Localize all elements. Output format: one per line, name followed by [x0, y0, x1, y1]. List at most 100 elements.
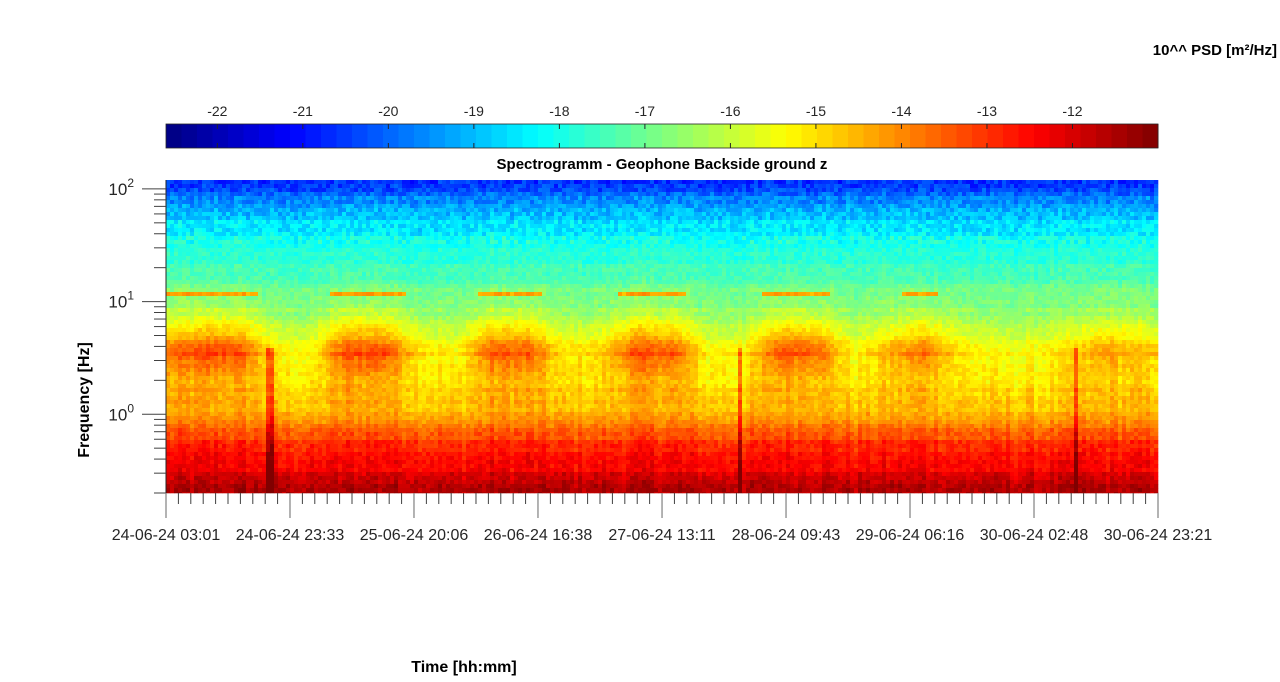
heatmap-cell	[1034, 224, 1038, 228]
heatmap-cell	[342, 180, 346, 184]
heatmap-cell	[310, 216, 314, 220]
heatmap-cell	[918, 252, 922, 256]
heatmap-cell	[750, 216, 754, 220]
heatmap-cell	[554, 236, 558, 240]
heatmap-cell	[830, 208, 834, 212]
heatmap-cell	[374, 180, 378, 184]
heatmap-cell	[882, 248, 886, 252]
heatmap-cell	[1142, 180, 1146, 184]
heatmap-cell	[254, 180, 258, 184]
heatmap-cell	[242, 224, 246, 228]
heatmap-cell	[850, 256, 854, 260]
heatmap-cell	[502, 228, 506, 232]
heatmap-cell	[538, 228, 542, 232]
heatmap-cell	[210, 188, 214, 192]
heatmap-cell	[854, 224, 858, 228]
heatmap-cell	[622, 248, 626, 252]
heatmap-cell	[758, 208, 762, 212]
heatmap-cell	[782, 228, 786, 232]
heatmap-cell	[1054, 188, 1058, 192]
heatmap-cell	[314, 228, 318, 232]
heatmap-cell	[410, 256, 414, 260]
heatmap-cell	[850, 252, 854, 256]
heatmap-cell	[1078, 192, 1082, 196]
heatmap-cell	[670, 192, 674, 196]
heatmap-cell	[738, 248, 742, 252]
heatmap-cell	[774, 216, 778, 220]
heatmap-cell	[714, 232, 718, 236]
heatmap-cell	[618, 252, 622, 256]
heatmap-cell	[1082, 248, 1086, 252]
heatmap-cell	[1094, 240, 1098, 244]
heatmap-cell	[1070, 184, 1074, 188]
heatmap-cell	[814, 232, 818, 236]
heatmap-cell	[230, 240, 234, 244]
heatmap-cell	[1038, 248, 1042, 252]
heatmap-cell	[194, 256, 198, 260]
heatmap-cell	[1154, 212, 1158, 216]
colorbar-tick-label: -12	[1062, 103, 1082, 119]
heatmap-cell	[546, 224, 550, 228]
heatmap-cell	[782, 196, 786, 200]
heatmap-cell	[962, 180, 966, 184]
heatmap-cell	[742, 248, 746, 252]
heatmap-cell	[194, 228, 198, 232]
heatmap-cell	[326, 236, 330, 240]
heatmap-cell	[522, 212, 526, 216]
heatmap-cell	[502, 184, 506, 188]
heatmap-cell	[818, 248, 822, 252]
heatmap-cell	[586, 180, 590, 184]
heatmap-cell	[994, 232, 998, 236]
heatmap-cell	[686, 220, 690, 224]
heatmap-cell	[930, 180, 934, 184]
heatmap-cell	[1026, 232, 1030, 236]
heatmap-cell	[598, 228, 602, 232]
heatmap-cell	[1058, 240, 1062, 244]
heatmap-cell	[238, 200, 242, 204]
heatmap-cell	[626, 204, 630, 208]
heatmap-cell	[566, 244, 570, 248]
heatmap-cell	[610, 216, 614, 220]
heatmap-cell	[558, 240, 562, 244]
heatmap-cell	[894, 204, 898, 208]
heatmap-cell	[706, 196, 710, 200]
heatmap-cell	[958, 196, 962, 200]
heatmap-cell	[1018, 244, 1022, 248]
heatmap-cell	[682, 212, 686, 216]
heatmap-cell	[942, 212, 946, 216]
heatmap-cell	[1034, 208, 1038, 212]
heatmap-cell	[202, 208, 206, 212]
heatmap-cell	[338, 228, 342, 232]
heatmap-cell	[646, 200, 650, 204]
heatmap-cell	[902, 232, 906, 236]
heatmap-cell	[1098, 184, 1102, 188]
heatmap-cell	[598, 212, 602, 216]
heatmap-cell	[290, 204, 294, 208]
heatmap-cell	[190, 240, 194, 244]
heatmap-cell	[338, 240, 342, 244]
heatmap-cell	[378, 220, 382, 224]
heatmap-cell	[426, 236, 430, 240]
heatmap-cell	[1014, 240, 1018, 244]
heatmap-cell	[486, 220, 490, 224]
heatmap-cell	[414, 256, 418, 260]
heatmap-cell	[622, 220, 626, 224]
heatmap-cell	[1106, 200, 1110, 204]
heatmap-cell	[282, 212, 286, 216]
heatmap-cell	[226, 196, 230, 200]
heatmap-cell	[1154, 248, 1158, 252]
heatmap-cell	[898, 256, 902, 260]
heatmap-cell	[1090, 236, 1094, 240]
heatmap-cell	[674, 224, 678, 228]
heatmap-cell	[1054, 216, 1058, 220]
heatmap-cell	[650, 232, 654, 236]
heatmap-cell	[286, 192, 290, 196]
heatmap-cell	[1018, 212, 1022, 216]
heatmap-cell	[174, 200, 178, 204]
heatmap-cell	[1046, 188, 1050, 192]
heatmap-cell	[1026, 192, 1030, 196]
heatmap-cell	[514, 240, 518, 244]
heatmap-cell	[702, 204, 706, 208]
heatmap-cell	[878, 180, 882, 184]
heatmap-cell	[482, 216, 486, 220]
